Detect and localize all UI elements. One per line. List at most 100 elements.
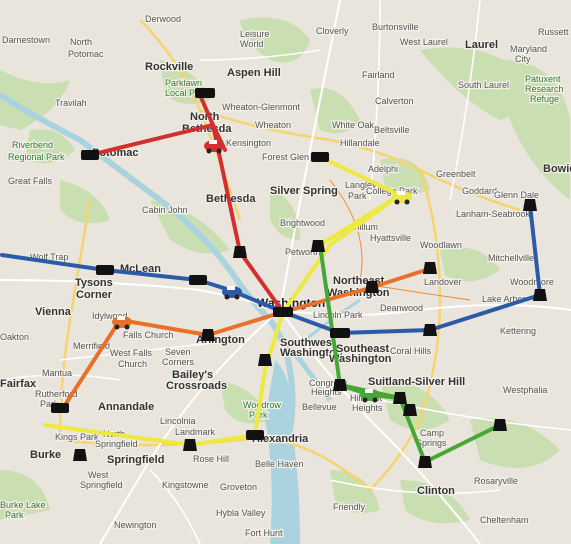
label-cheltenham: Cheltenham (480, 515, 529, 525)
label-mitchellville: Mitchellville (488, 253, 534, 263)
station-marker[interactable] (423, 262, 437, 274)
label-seven-corners: Seven (165, 347, 191, 357)
label-kings-park: Kings Park (55, 432, 99, 442)
label-russett: Russett (538, 27, 569, 37)
station-marker[interactable] (233, 246, 247, 258)
label-darnestown: Darnestown (2, 35, 50, 45)
label-goddard: Goddard (462, 186, 497, 196)
station-marker[interactable] (418, 456, 432, 468)
label-west-springfield-2: Springfield (80, 480, 123, 490)
label-bellevue: Bellevue (302, 402, 337, 412)
label-hybla-valley: Hybla Valley (216, 508, 266, 518)
car-orange[interactable] (112, 316, 132, 330)
label-calverton: Calverton (375, 96, 414, 106)
label-annandale: Annandale (98, 401, 154, 413)
station-marker[interactable] (333, 379, 347, 391)
label-patuxent-3: Refuge (530, 94, 559, 104)
station-marker[interactable] (51, 403, 69, 413)
station-marker[interactable] (365, 281, 379, 293)
label-falls-church: Falls Church (123, 330, 174, 340)
station-marker[interactable] (393, 392, 407, 404)
label-friendly: Friendly (333, 502, 366, 512)
label-mantua: Mantua (42, 368, 72, 378)
label-derwood: Derwood (145, 14, 181, 24)
station-marker[interactable] (273, 307, 293, 317)
car-yellow[interactable] (392, 191, 412, 205)
route-red (88, 123, 285, 314)
station-marker[interactable] (403, 404, 417, 416)
label-kettering: Kettering (500, 326, 536, 336)
label-rockville: Rockville (145, 61, 193, 73)
station-markers (51, 88, 547, 468)
label-seven-corners-2: Corners (162, 357, 195, 367)
label-travilah: Travilah (55, 98, 87, 108)
label-vienna: Vienna (35, 306, 72, 318)
car-green[interactable] (360, 389, 380, 403)
label-landover: Landover (424, 277, 462, 287)
car-blue[interactable] (222, 286, 242, 300)
label-leisure-world-2: World (240, 39, 263, 49)
label-langley-park-2: Park (348, 191, 367, 201)
label-wheaton: Wheaton (255, 120, 291, 130)
label-southeast-2: Washington (329, 353, 392, 365)
station-marker[interactable] (311, 240, 325, 252)
label-woodmore: Woodmore (510, 277, 554, 287)
label-greenbelt: Greenbelt (436, 169, 476, 179)
label-north-bethesda: North (190, 111, 220, 123)
label-rutherford: Rutherford (35, 389, 78, 399)
station-marker[interactable] (423, 324, 437, 336)
label-white-oak: White Oak (332, 120, 375, 130)
car-red[interactable] (204, 140, 224, 154)
station-marker[interactable] (246, 430, 264, 440)
label-rose-hill: Rose Hill (193, 454, 229, 464)
station-marker[interactable] (201, 329, 215, 341)
label-springfield: Springfield (107, 454, 164, 466)
label-newington: Newington (114, 520, 157, 530)
label-west-laurel: West Laurel (400, 37, 448, 47)
label-lincolnia: Lincolnia (160, 416, 196, 426)
label-kensington: Kensington (226, 138, 271, 148)
label-glenn-dale: Glenn Dale (494, 190, 539, 200)
station-marker[interactable] (96, 265, 114, 275)
label-rosaryville: Rosaryville (474, 476, 518, 486)
label-brightwood: Brightwood (280, 218, 325, 228)
label-deanwood: Deanwood (380, 303, 423, 313)
station-marker[interactable] (311, 152, 329, 162)
label-great-falls: Great Falls (8, 176, 53, 186)
station-marker[interactable] (330, 328, 350, 338)
label-cabin-john: Cabin John (142, 205, 188, 215)
label-patuxent: Patuxent (525, 74, 561, 84)
station-marker[interactable] (81, 150, 99, 160)
station-marker[interactable] (73, 449, 87, 461)
label-maryland-city-2: City (515, 54, 531, 64)
label-southeast: Southeast (336, 343, 390, 355)
label-leisure-world: Leisure (240, 29, 270, 39)
station-marker[interactable] (523, 199, 537, 211)
label-woodlawn: Woodlawn (420, 240, 462, 250)
label-southwest-2: Washington (280, 347, 343, 359)
label-oakton: Oakton (0, 332, 29, 342)
label-woodrow: Woodrow (243, 400, 281, 410)
station-marker[interactable] (258, 354, 272, 366)
label-riverbend: Riverbend (12, 140, 53, 150)
label-camp-springs-2: Springs (416, 438, 447, 448)
route-red-branch (198, 93, 227, 152)
label-kingstowne: Kingstowne (162, 480, 209, 490)
station-marker[interactable] (493, 419, 507, 431)
station-marker[interactable] (533, 289, 547, 301)
label-tysons-2: Corner (76, 289, 113, 301)
label-wheaton-glenmont: Wheaton-Glenmont (222, 102, 301, 112)
label-burtonsville: Burtonsville (372, 22, 419, 32)
label-groveton: Groveton (220, 482, 257, 492)
station-marker[interactable] (189, 275, 207, 285)
label-fairfax: Fairfax (0, 378, 37, 390)
station-marker[interactable] (195, 88, 215, 98)
station-marker[interactable] (183, 439, 197, 451)
label-burke-lake-2: Park (5, 510, 24, 520)
label-lincoln-park: Lincoln Park (313, 310, 363, 320)
label-beltsville: Beltsville (374, 125, 410, 135)
label-forest-glen: Forest Glen (262, 152, 309, 162)
